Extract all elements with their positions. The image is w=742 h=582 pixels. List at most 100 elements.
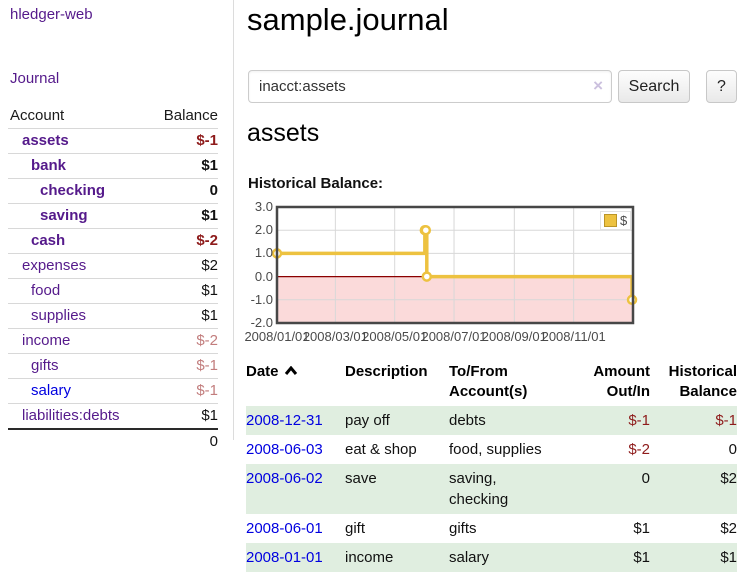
account-link-food[interactable]: food <box>31 282 61 299</box>
account-balance: 0 <box>209 182 218 199</box>
transaction-balance: $1 <box>720 549 737 566</box>
account-link-assets[interactable]: assets <box>22 132 69 149</box>
sidebar: hledger-web Journal Account Balance asse… <box>0 0 234 454</box>
search-button[interactable]: Search <box>618 70 690 103</box>
account-balance: $-1 <box>196 357 218 374</box>
account-row: checking 0 <box>8 178 218 204</box>
transaction-date-link[interactable]: 2008-06-03 <box>246 441 323 458</box>
accounts-total-value: 0 <box>136 428 218 454</box>
y-axis-tick-label: 3.0 <box>254 199 273 214</box>
account-link-gifts[interactable]: gifts <box>31 357 59 374</box>
transaction-amount: $1 <box>633 549 650 566</box>
register-row: 2008-12-31 pay off debts $-1 $-1 <box>246 406 737 435</box>
transaction-accounts: gifts <box>449 520 477 537</box>
account-balance: $1 <box>201 157 218 174</box>
transaction-balance: $-1 <box>715 412 737 429</box>
account-link-bank[interactable]: bank <box>31 157 67 174</box>
register-header-description: Description <box>345 363 428 380</box>
register-header-row: Date Description To/From Account(s) Amoun… <box>246 356 737 406</box>
transaction-date-link[interactable]: 2008-01-01 <box>246 549 323 566</box>
account-row: saving $1 <box>8 203 218 229</box>
page-title: sample.journal <box>247 2 449 37</box>
chart-canvas <box>271 205 638 325</box>
historical-balance-chart: $ 3.0 2.0 1.0 0.0 -1.0 -2.0 2008/01/01 2008/03/… <box>240 199 742 349</box>
y-axis-tick-label: -1.0 <box>250 291 273 307</box>
register-row: 2008-06-01 gift gifts $1 $2 <box>246 514 737 543</box>
account-link-cash[interactable]: cash <box>31 232 66 249</box>
x-axis-tick-label: 2008/01/01 <box>244 329 310 344</box>
account-row: assets $-1 <box>8 128 218 154</box>
account-row: cash $-2 <box>8 228 218 254</box>
account-link-checking[interactable]: checking <box>40 182 106 199</box>
transaction-description: save <box>345 470 377 487</box>
transaction-accounts: saving, checking <box>449 470 509 508</box>
transaction-balance: $2 <box>720 470 737 487</box>
search-input-wrap: × <box>248 70 612 103</box>
accounts-table: Account Balance assets $-1 bank $1 checking 0… <box>8 103 218 454</box>
register-row: 2008-06-03 eat & shop food, supplies $-2 0 <box>246 435 737 464</box>
register-table: Date Description To/From Account(s) Amoun… <box>246 356 737 572</box>
transaction-description: eat & shop <box>345 441 417 458</box>
account-row: liabilities:debts $1 <box>8 403 218 429</box>
register-header-balance: Historical Balance <box>668 363 737 400</box>
sidebar-item-journal[interactable]: Journal <box>10 70 60 87</box>
register-row: 2008-01-01 income salary $1 $1 <box>246 543 737 572</box>
brand-link[interactable]: hledger-web <box>10 6 93 23</box>
account-balance: $1 <box>201 307 218 324</box>
accounts-header-row: Account Balance <box>8 103 218 129</box>
account-row: salary $-1 <box>8 378 218 404</box>
account-link-income[interactable]: income <box>22 332 71 349</box>
transaction-accounts: salary <box>449 549 490 566</box>
transaction-description: income <box>345 549 394 566</box>
account-balance: $1 <box>201 207 218 224</box>
transaction-accounts: debts <box>449 412 486 429</box>
chart-legend: $ <box>600 211 632 230</box>
y-axis-tick-label: -2.0 <box>250 315 273 330</box>
account-row: bank $1 <box>8 153 218 179</box>
account-row: income $-2 <box>8 328 218 354</box>
transaction-balance: 0 <box>728 441 737 458</box>
transaction-amount: $-2 <box>628 441 650 458</box>
x-axis-tick-label: 2008/11/01 <box>541 329 606 344</box>
transaction-amount: $1 <box>633 520 650 537</box>
account-link-salary[interactable]: salary <box>31 382 72 399</box>
accounts-header-balance: Balance <box>163 107 218 124</box>
account-balance: $2 <box>201 257 218 274</box>
search-input[interactable] <box>248 70 612 103</box>
transaction-amount: 0 <box>641 470 650 487</box>
transaction-date-link[interactable]: 2008-06-01 <box>246 520 323 537</box>
x-axis-tick-label: 2008/03/01 <box>302 329 368 344</box>
x-axis-tick-label: 2008/09/01 <box>481 329 547 344</box>
register-header-amount: Amount Out/In <box>593 363 650 400</box>
register-row: 2008-06-02 save saving, checking 0 $2 <box>246 464 737 514</box>
transaction-date-link[interactable]: 2008-06-02 <box>246 470 323 487</box>
account-row: food $1 <box>8 278 218 304</box>
transaction-description: gift <box>345 520 366 537</box>
account-link-liabilities-debts[interactable]: liabilities:debts <box>22 407 120 424</box>
chart-title: Historical Balance: <box>248 175 384 192</box>
account-link-saving[interactable]: saving <box>40 207 88 224</box>
y-axis-tick-label: 1.0 <box>254 245 273 261</box>
transaction-accounts: food, supplies <box>449 441 542 458</box>
x-axis-tick-label: 2008/07/01 <box>421 329 487 344</box>
transaction-amount: $-1 <box>628 412 650 429</box>
account-link-supplies[interactable]: supplies <box>31 307 87 324</box>
account-balance: $-1 <box>196 132 218 149</box>
account-balance: $-2 <box>196 332 218 349</box>
accounts-total-row: 0 <box>8 428 218 454</box>
search-bar: × Search ? <box>248 70 738 103</box>
transaction-date-link[interactable]: 2008-12-31 <box>246 412 323 429</box>
clear-search-icon[interactable]: × <box>593 76 603 95</box>
account-balance: $1 <box>201 407 218 424</box>
register-header-accounts: To/From Account(s) <box>449 363 528 400</box>
chevron-up-icon <box>284 362 298 382</box>
account-balance: $-2 <box>196 232 218 249</box>
accounts-header-account: Account <box>10 107 65 124</box>
transaction-balance: $2 <box>720 520 737 537</box>
help-button[interactable]: ? <box>706 70 737 103</box>
account-heading: assets <box>247 119 320 147</box>
account-balance: $-1 <box>196 382 218 399</box>
register-header-date: Date <box>246 356 345 406</box>
account-link-expenses[interactable]: expenses <box>22 257 87 274</box>
